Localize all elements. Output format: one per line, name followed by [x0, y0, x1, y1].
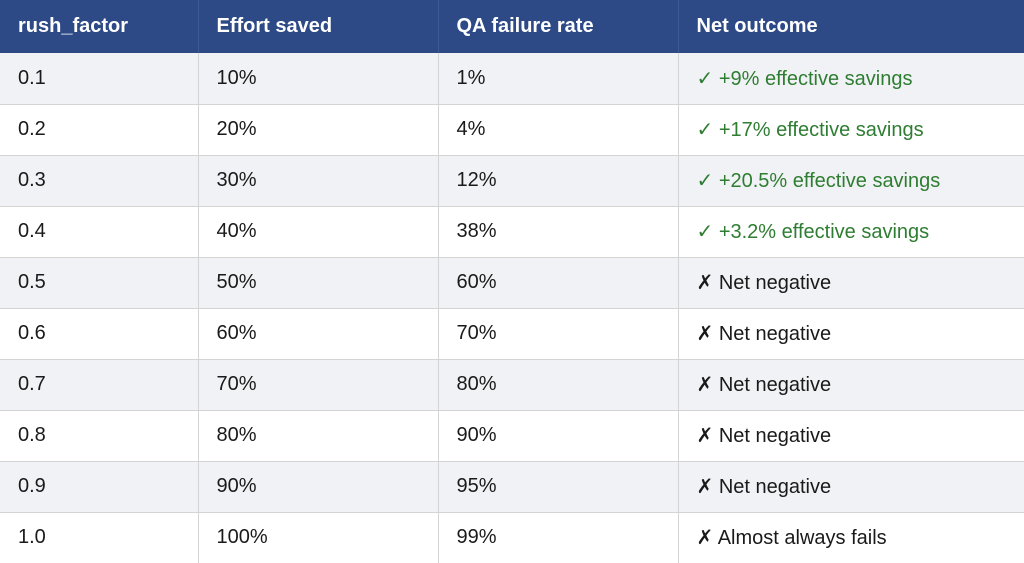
cell-rush-factor: 0.1	[0, 53, 199, 105]
header-rush-factor: rush_factor	[0, 0, 199, 53]
cell-effort-saved: 40%	[198, 206, 439, 258]
cell-qa-failure-rate: 60%	[438, 257, 679, 309]
cell-qa-failure-rate: 1%	[438, 53, 679, 105]
cell-qa-failure-rate: 99%	[438, 512, 679, 563]
cell-effort-saved: 10%	[198, 53, 439, 105]
cell-effort-saved: 90%	[198, 461, 439, 513]
cell-rush-factor: 0.7	[0, 359, 199, 411]
cell-effort-saved: 50%	[198, 257, 439, 309]
cell-rush-factor: 0.3	[0, 155, 199, 207]
cell-rush-factor: 0.5	[0, 257, 199, 309]
cell-qa-failure-rate: 38%	[438, 206, 679, 258]
header-qa-failure-rate: QA failure rate	[438, 0, 679, 53]
cell-rush-factor: 0.4	[0, 206, 199, 258]
cell-net-outcome: ✗ Net negative	[678, 257, 1024, 309]
table-row: 0.2 20% 4% ✓ +17% effective savings	[0, 104, 1024, 156]
cell-net-outcome: ✓ +9% effective savings	[678, 53, 1024, 105]
cell-effort-saved: 20%	[198, 104, 439, 156]
cell-net-outcome: ✓ +20.5% effective savings	[678, 155, 1024, 207]
table-row: 0.7 70% 80% ✗ Net negative	[0, 359, 1024, 411]
cell-net-outcome: ✗ Net negative	[678, 461, 1024, 513]
table-row: 0.9 90% 95% ✗ Net negative	[0, 461, 1024, 513]
table-row: 0.4 40% 38% ✓ +3.2% effective savings	[0, 206, 1024, 258]
header-effort-saved: Effort saved	[198, 0, 439, 53]
cell-net-outcome: ✓ +17% effective savings	[678, 104, 1024, 156]
cell-effort-saved: 80%	[198, 410, 439, 462]
cell-qa-failure-rate: 80%	[438, 359, 679, 411]
table-row: 0.6 60% 70% ✗ Net negative	[0, 308, 1024, 360]
cell-rush-factor: 0.8	[0, 410, 199, 462]
cell-net-outcome: ✗ Net negative	[678, 359, 1024, 411]
table-row: 0.1 10% 1% ✓ +9% effective savings	[0, 53, 1024, 105]
cell-rush-factor: 0.9	[0, 461, 199, 513]
cell-effort-saved: 70%	[198, 359, 439, 411]
cell-rush-factor: 0.2	[0, 104, 199, 156]
cell-rush-factor: 1.0	[0, 512, 199, 563]
cell-qa-failure-rate: 70%	[438, 308, 679, 360]
cell-effort-saved: 100%	[198, 512, 439, 563]
cell-effort-saved: 30%	[198, 155, 439, 207]
cell-qa-failure-rate: 90%	[438, 410, 679, 462]
table-row: 0.3 30% 12% ✓ +20.5% effective savings	[0, 155, 1024, 207]
table-row: 0.8 80% 90% ✗ Net negative	[0, 410, 1024, 462]
table-row: 0.5 50% 60% ✗ Net negative	[0, 257, 1024, 309]
cell-net-outcome: ✗ Almost always fails	[678, 512, 1024, 563]
cell-qa-failure-rate: 95%	[438, 461, 679, 513]
table-header-row: rush_factor Effort saved QA failure rate…	[0, 0, 1024, 53]
cell-net-outcome: ✗ Net negative	[678, 308, 1024, 360]
table-row: 1.0 100% 99% ✗ Almost always fails	[0, 512, 1024, 563]
cell-net-outcome: ✓ +3.2% effective savings	[678, 206, 1024, 258]
header-net-outcome: Net outcome	[678, 0, 1024, 53]
cell-qa-failure-rate: 12%	[438, 155, 679, 207]
cell-rush-factor: 0.6	[0, 308, 199, 360]
cell-effort-saved: 60%	[198, 308, 439, 360]
cell-net-outcome: ✗ Net negative	[678, 410, 1024, 462]
table-body: 0.1 10% 1% ✓ +9% effective savings 0.2 2…	[0, 53, 1024, 563]
cell-qa-failure-rate: 4%	[438, 104, 679, 156]
